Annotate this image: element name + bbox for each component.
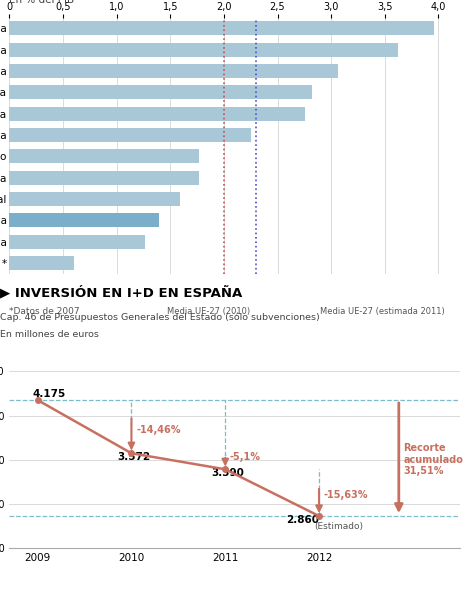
Bar <box>9 43 398 57</box>
Bar <box>9 150 199 163</box>
Text: Media UE-27 (estimada 2011): Media UE-27 (estimada 2011) <box>320 307 445 316</box>
Text: (Estimado): (Estimado) <box>314 522 364 531</box>
Text: Recorte
acumulado
31,51%: Recorte acumulado 31,51% <box>403 443 464 476</box>
Text: *Datos de 2007: *Datos de 2007 <box>9 307 80 316</box>
Bar <box>9 128 251 142</box>
Text: -15,63%: -15,63% <box>324 491 368 501</box>
Text: 3.390: 3.390 <box>211 468 244 478</box>
Text: 2.860: 2.860 <box>286 515 319 525</box>
Bar <box>9 234 145 249</box>
Text: 3.572: 3.572 <box>118 452 150 462</box>
Bar <box>9 107 305 121</box>
Text: Cap. 46 de Presupuestos Generales del Estado (sólo subvenciones): Cap. 46 de Presupuestos Generales del Es… <box>0 313 320 322</box>
Bar <box>9 256 74 270</box>
Text: Media UE-27 (2010): Media UE-27 (2010) <box>167 307 250 316</box>
Text: 4.175: 4.175 <box>33 389 66 399</box>
Bar <box>9 171 199 184</box>
Bar <box>9 213 158 227</box>
Bar <box>9 192 180 206</box>
Bar <box>9 64 337 78</box>
Bar <box>9 85 312 99</box>
Text: -14,46%: -14,46% <box>136 425 181 435</box>
Text: En millones de euros: En millones de euros <box>0 330 100 339</box>
Text: En % del PIB: En % del PIB <box>9 0 74 5</box>
Bar <box>9 21 434 35</box>
Text: ▶ INVERSIÓN EN I+D EN ESPAÑA: ▶ INVERSIÓN EN I+D EN ESPAÑA <box>0 286 243 300</box>
Text: -5,1%: -5,1% <box>230 452 261 462</box>
